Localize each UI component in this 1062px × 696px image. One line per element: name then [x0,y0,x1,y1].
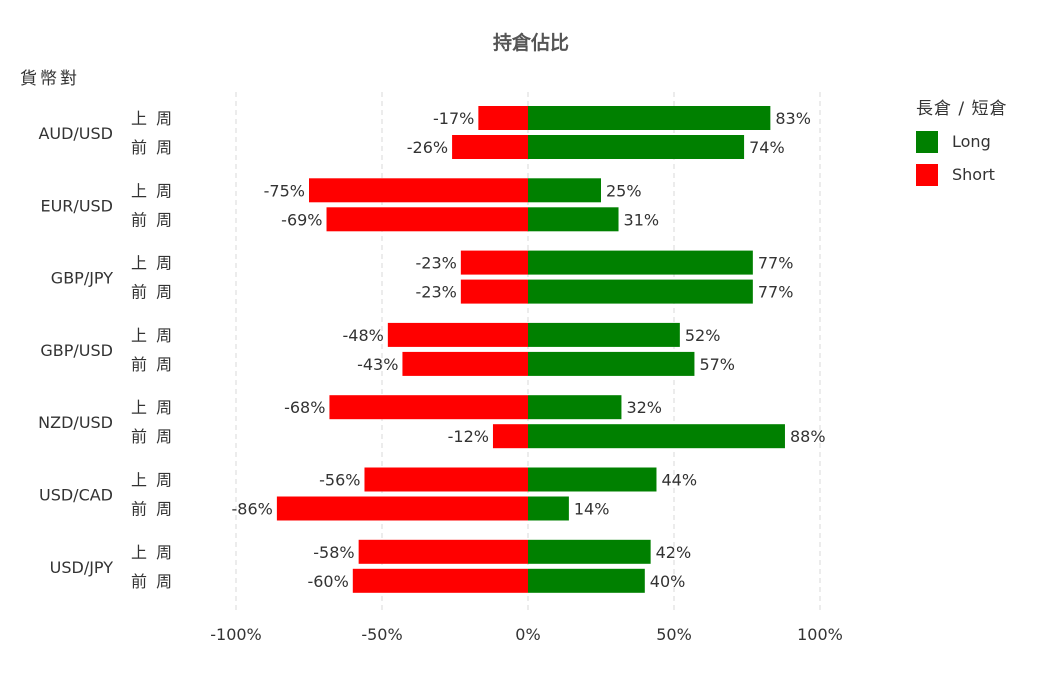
category-label: GBP/USD [40,341,113,360]
long-bar [528,106,771,130]
short-value-label: -23% [415,254,456,273]
long-bar [528,279,753,304]
short-bar [492,424,528,449]
chart-title: 持倉佔比 [492,32,569,54]
short-value-label: -48% [342,326,383,345]
short-bar [364,467,528,492]
legend-title: 長倉 / 短倉 [916,99,1008,119]
legend-label-short: Short [952,165,995,184]
legend-item-long[interactable]: Long [916,125,1008,158]
short-value-label: -12% [448,427,489,446]
short-value-label: -68% [284,398,325,417]
long-value-label: 14% [574,500,610,519]
x-tick-label: 100% [797,625,843,644]
period-label: 前 周 [131,138,174,157]
period-label: 上 周 [131,254,174,273]
short-bar [452,135,528,159]
long-value-label: 32% [626,398,662,417]
short-bar [460,250,528,275]
period-label: 前 周 [131,355,174,374]
long-value-label: 77% [758,283,794,302]
long-bar [528,424,785,449]
period-label: 前 周 [131,427,174,446]
short-bar [329,395,528,420]
short-value-label: -75% [264,181,305,200]
period-label: 前 周 [131,500,174,519]
short-value-label: -23% [415,283,456,302]
short-value-label: -26% [407,138,448,157]
long-value-label: 83% [775,109,811,128]
x-tick-label: -100% [210,625,262,644]
long-bar [528,568,645,593]
long-value-label: 25% [606,181,642,200]
period-label: 上 周 [131,471,174,490]
category-label: GBP/JPY [51,269,113,288]
long-value-label: 52% [685,326,721,345]
long-value-label: 40% [650,572,686,591]
short-value-label: -17% [433,109,474,128]
short-value-label: -69% [281,210,322,229]
legend-swatch-long [916,130,938,153]
short-value-label: -58% [313,543,354,562]
period-label: 上 周 [131,109,174,128]
long-value-label: 42% [656,543,692,562]
long-value-label: 31% [624,210,660,229]
legend-label-long: Long [952,132,991,151]
long-bar [528,207,619,232]
x-tick-label: 0% [515,625,540,644]
long-bar [528,250,753,275]
legend: 長倉 / 短倉 Long Short [916,94,1008,191]
long-bar [528,395,622,420]
short-value-label: -60% [307,572,348,591]
short-value-label: -43% [357,355,398,374]
long-bar [528,539,651,564]
long-value-label: 88% [790,427,826,446]
long-value-label: 57% [699,355,735,374]
short-bar [326,207,528,232]
period-label: 前 周 [131,283,174,302]
period-label: 前 周 [131,210,174,229]
long-bar [528,135,745,159]
category-label: USD/JPY [50,558,114,577]
long-value-label: 74% [749,138,785,157]
long-bar [528,467,657,492]
short-bar [352,568,528,593]
long-value-label: 77% [758,254,794,273]
x-tick-label: 50% [656,625,692,644]
period-label: 上 周 [131,398,174,417]
long-bar [528,496,569,521]
short-bar [402,351,528,376]
short-bar [309,178,528,203]
legend-swatch-short [916,163,938,186]
category-label: AUD/USD [38,124,113,143]
long-value-label: 44% [661,471,697,490]
short-value-label: -86% [232,500,273,519]
period-label: 上 周 [131,543,174,562]
long-bar [528,178,601,203]
legend-item-short[interactable]: Short [916,158,1008,191]
long-bar [528,351,695,376]
category-label: EUR/USD [40,196,113,215]
category-label: USD/CAD [39,486,113,505]
long-bar [528,322,680,347]
short-value-label: -56% [319,471,360,490]
y-axis-label: 貨幣對 [20,69,80,89]
short-bar [358,539,528,564]
x-tick-label: -50% [361,625,402,644]
category-label: NZD/USD [38,413,113,432]
period-label: 上 周 [131,326,174,345]
short-bar [478,106,528,130]
short-bar [276,496,528,521]
period-label: 上 周 [131,181,174,200]
short-bar [460,279,528,304]
short-bar [387,322,528,347]
period-label: 前 周 [131,572,174,591]
